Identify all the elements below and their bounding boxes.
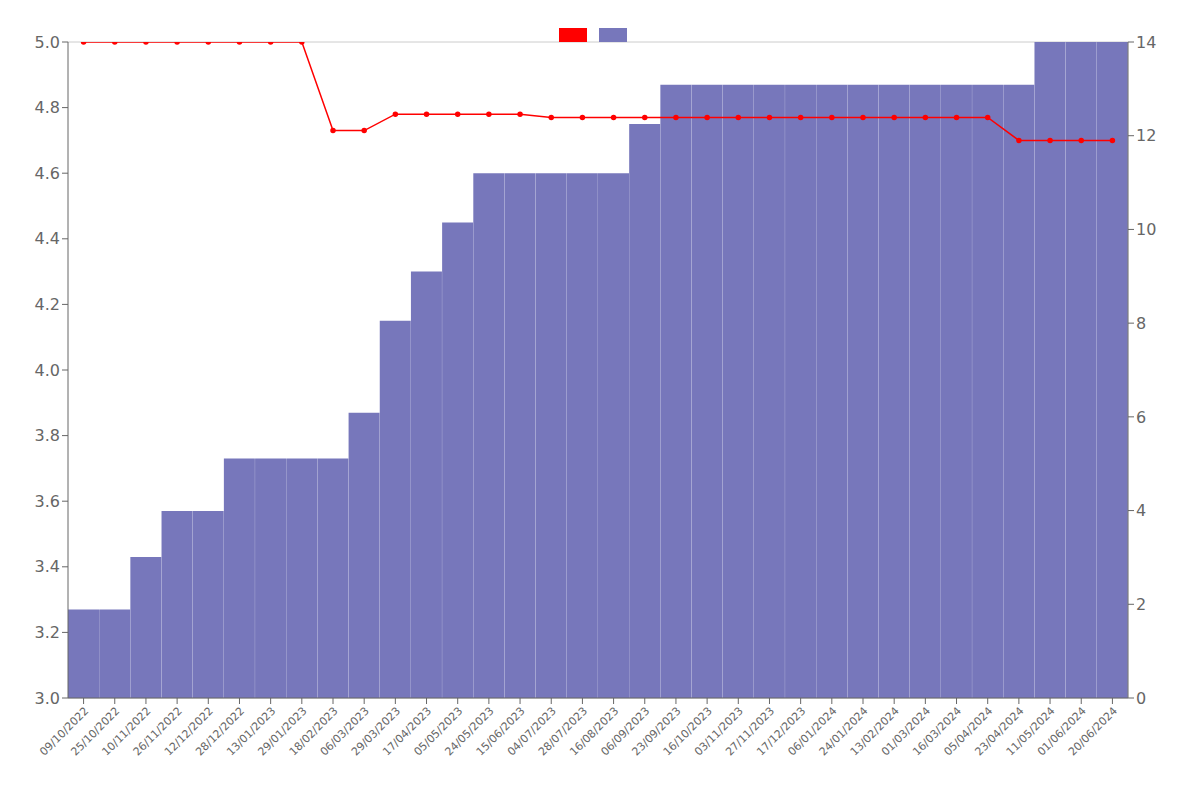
svg-text:4.8: 4.8 [35,98,60,117]
svg-text:16/10/2023: 16/10/2023 [660,704,715,759]
svg-text:16/03/2024: 16/03/2024 [910,704,965,759]
svg-text:06/01/2024: 06/01/2024 [785,704,840,759]
svg-text:05/05/2023: 05/05/2023 [411,704,466,759]
svg-text:29/03/2023: 29/03/2023 [349,704,403,759]
svg-text:20/06/2024: 20/06/2024 [1066,704,1120,758]
svg-text:17/04/2023: 17/04/2023 [380,704,435,759]
svg-text:3.2: 3.2 [35,623,60,642]
svg-text:28/07/2023: 28/07/2023 [536,704,591,759]
svg-text:4.6: 4.6 [35,164,60,183]
svg-text:4.4: 4.4 [35,229,60,248]
svg-text:28/12/2022: 28/12/2022 [193,704,248,759]
svg-text:8: 8 [1136,314,1146,333]
svg-text:01/03/2024: 01/03/2024 [879,704,933,759]
svg-text:23/04/2024: 23/04/2024 [972,704,1027,759]
svg-text:15/06/2023: 15/06/2023 [473,704,528,759]
svg-text:13/02/2024: 13/02/2024 [847,704,902,759]
svg-text:4.0: 4.0 [35,361,60,380]
svg-text:13/01/2023: 13/01/2023 [224,704,279,759]
svg-text:09/10/2022: 09/10/2022 [37,704,92,759]
svg-text:12/12/2022: 12/12/2022 [161,704,216,759]
svg-text:05/04/2024: 05/04/2024 [941,704,996,759]
svg-text:26/11/2022: 26/11/2022 [130,704,185,759]
svg-text:29/01/2023: 29/01/2023 [255,704,310,759]
svg-text:5.0: 5.0 [35,33,60,52]
svg-text:24/01/2024: 24/01/2024 [816,704,871,759]
svg-text:10/11/2022: 10/11/2022 [99,704,154,759]
svg-text:27/11/2023: 27/11/2023 [723,704,778,759]
svg-text:12: 12 [1136,126,1156,145]
svg-text:2: 2 [1136,595,1146,614]
svg-text:18/02/2023: 18/02/2023 [286,704,341,759]
svg-text:3.4: 3.4 [35,557,60,576]
svg-text:6: 6 [1136,408,1146,427]
svg-text:24/05/2023: 24/05/2023 [442,704,497,759]
svg-text:0: 0 [1136,689,1146,708]
svg-text:03/11/2023: 03/11/2023 [691,704,746,759]
svg-text:4: 4 [1136,501,1146,520]
svg-text:16/08/2023: 16/08/2023 [567,704,622,759]
svg-text:11/05/2024: 11/05/2024 [1003,704,1058,759]
svg-text:4.2: 4.2 [35,295,60,314]
svg-text:3.6: 3.6 [35,492,60,511]
svg-text:3.8: 3.8 [35,426,60,445]
svg-text:23/09/2023: 23/09/2023 [629,704,684,759]
svg-text:10: 10 [1136,220,1156,239]
svg-text:3.0: 3.0 [35,689,60,708]
svg-text:06/09/2023: 06/09/2023 [598,704,653,759]
svg-text:04/07/2023: 04/07/2023 [504,704,559,759]
svg-text:01/06/2024: 01/06/2024 [1034,704,1089,759]
svg-text:17/12/2023: 17/12/2023 [754,704,809,759]
svg-text:14: 14 [1136,33,1156,52]
svg-text:06/03/2023: 06/03/2023 [317,704,372,759]
svg-text:25/10/2022: 25/10/2022 [68,704,123,759]
